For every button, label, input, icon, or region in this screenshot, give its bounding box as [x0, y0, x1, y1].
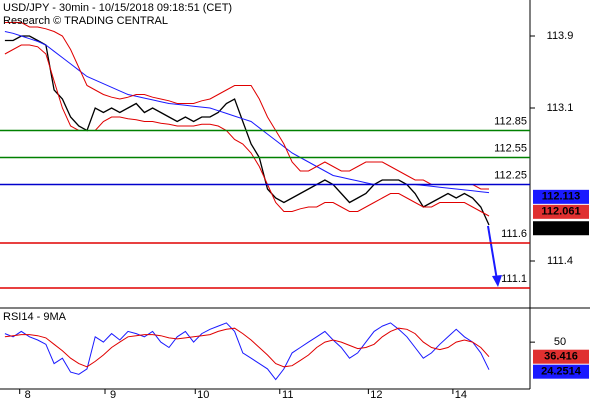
rsi-title: RSI14 - 9MA [3, 311, 67, 323]
price-marker-label: 112.061 [541, 206, 580, 218]
x-tick-label: 14 [455, 389, 467, 400]
price-marker [533, 189, 589, 204]
price-marker-label: 111.764 [542, 222, 581, 234]
price-marker [533, 204, 589, 219]
level-label: 112.55 [494, 142, 527, 154]
price-marker-label: 36.416 [544, 351, 578, 363]
y-tick-label: 113.9 [547, 30, 574, 42]
level-label: 111.1 [501, 273, 527, 285]
forecast-arrow [487, 225, 498, 281]
chart-subtitle: Research © TRADING CENTRAL [3, 15, 168, 27]
indicator-line [4, 322, 490, 381]
price-marker [533, 349, 589, 364]
indicator-line [4, 31, 490, 194]
forecast-arrow-head [492, 275, 502, 287]
level-label: 111.6 [501, 228, 527, 240]
plot-area [4, 22, 490, 381]
x-tick-label: 11 [282, 389, 293, 400]
price-marker-label: 112.113 [542, 191, 581, 203]
y-tick-label: 111.4 [547, 255, 573, 267]
y-tick-label: 50 [554, 336, 566, 348]
x-tick-label: 8 [25, 389, 31, 400]
x-tick-label: 10 [197, 389, 209, 400]
price-marker-label: 24.2514 [541, 366, 582, 378]
level-label: 112.25 [494, 169, 527, 181]
indicator-line [4, 22, 489, 190]
price-marker [533, 364, 589, 379]
y-tick-label: 113.1 [547, 102, 574, 114]
x-tick-label: 12 [370, 389, 382, 400]
price-marker [533, 221, 589, 236]
x-tick-label: 9 [110, 389, 116, 400]
indicator-line [4, 327, 490, 368]
chart-title: USD/JPY - 30min - 10/15/2018 09:18:51 (C… [3, 2, 232, 14]
level-label: 112.85 [494, 115, 527, 127]
